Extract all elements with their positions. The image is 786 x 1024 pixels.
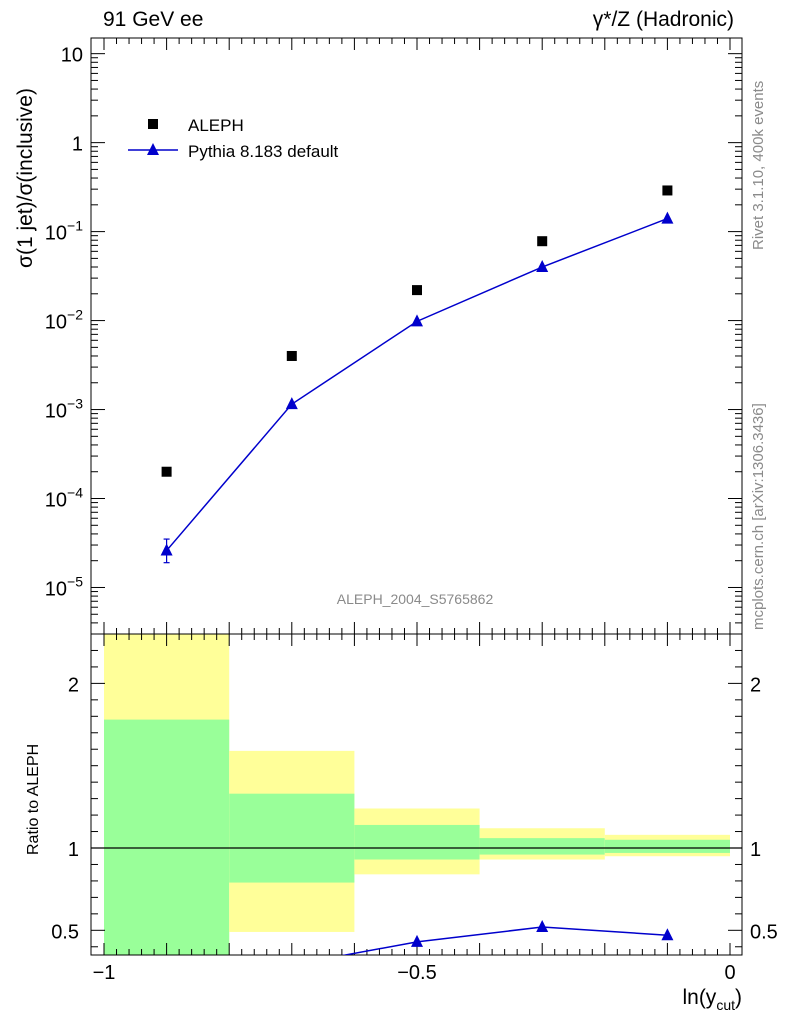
mc-series-line bbox=[166, 217, 668, 552]
ratio-band-inner bbox=[604, 839, 730, 853]
ratio-y-tick-label-right: 1 bbox=[750, 839, 761, 861]
ratio-mc-point bbox=[411, 934, 423, 947]
ratio-mc-point bbox=[661, 928, 674, 941]
data-point bbox=[161, 466, 172, 477]
ratio-y-tick-label: 1 bbox=[68, 839, 79, 861]
mc-point bbox=[661, 211, 674, 224]
main-y-axis-label: σ(1 jet)/σ(inclusive) bbox=[14, 88, 37, 268]
x-tick-label: −0.5 bbox=[397, 962, 436, 984]
data-point bbox=[662, 185, 673, 196]
mc-point bbox=[160, 543, 173, 556]
x-tick-label: 0 bbox=[724, 962, 735, 984]
process-label: (Hadronic) bbox=[635, 8, 734, 31]
mc-point bbox=[285, 397, 298, 410]
data-point bbox=[412, 285, 422, 296]
energy-label: 91 GeV ee bbox=[103, 8, 204, 31]
ratio-y-tick-label: 2 bbox=[68, 674, 79, 696]
mc-point bbox=[536, 260, 549, 273]
ratio-mc-point bbox=[536, 920, 549, 933]
legend-marker-aleph bbox=[148, 119, 158, 129]
ratio-y-tick-label-right: 0.5 bbox=[750, 921, 778, 943]
ratio-band-inner bbox=[479, 838, 605, 855]
x-axis-label: ln(ycut) bbox=[682, 986, 742, 1013]
header-right-title: γ*/Z (Hadronic) bbox=[593, 8, 734, 32]
ratio-y-axis-label: Ratio to ALEPH bbox=[25, 743, 42, 855]
mc-point bbox=[411, 314, 423, 327]
legend-label-aleph: ALEPH bbox=[188, 116, 244, 135]
y-tick-label: 10 bbox=[61, 45, 83, 67]
ratio-band-inner bbox=[229, 793, 355, 883]
legend-marker-mc bbox=[147, 143, 159, 155]
ratio-band-inner bbox=[354, 824, 480, 860]
ratio-y-tick-label-right: 2 bbox=[750, 674, 761, 696]
ratio-y-tick-label: 0.5 bbox=[51, 921, 79, 943]
x-tick-label: −1 bbox=[93, 962, 116, 984]
data-point bbox=[537, 236, 548, 247]
y-tick-label: 10−4 bbox=[45, 485, 83, 512]
data-point bbox=[286, 350, 297, 361]
y-tick-label: 10−3 bbox=[45, 396, 83, 423]
legend-label-mc: Pythia 8.183 default bbox=[188, 142, 339, 161]
ratio-band-inner bbox=[104, 719, 230, 955]
y-tick-label: 10−2 bbox=[45, 307, 83, 334]
y-tick-label: 1 bbox=[72, 134, 83, 156]
header-left-title: 91 GeV ee bbox=[103, 8, 203, 32]
rivet-version-text: Rivet 3.1.10, 400k events bbox=[750, 80, 767, 250]
y-tick-label: 10−1 bbox=[45, 218, 83, 245]
y-tick-label: 10−5 bbox=[45, 573, 83, 600]
mcplots-credit-text: mcplots.cern.ch [arXiv:1306.3436] bbox=[750, 403, 767, 630]
analysis-name-label: ALEPH_2004_S5765862 bbox=[337, 591, 494, 607]
process-symbol: γ*/Z bbox=[592, 8, 631, 31]
